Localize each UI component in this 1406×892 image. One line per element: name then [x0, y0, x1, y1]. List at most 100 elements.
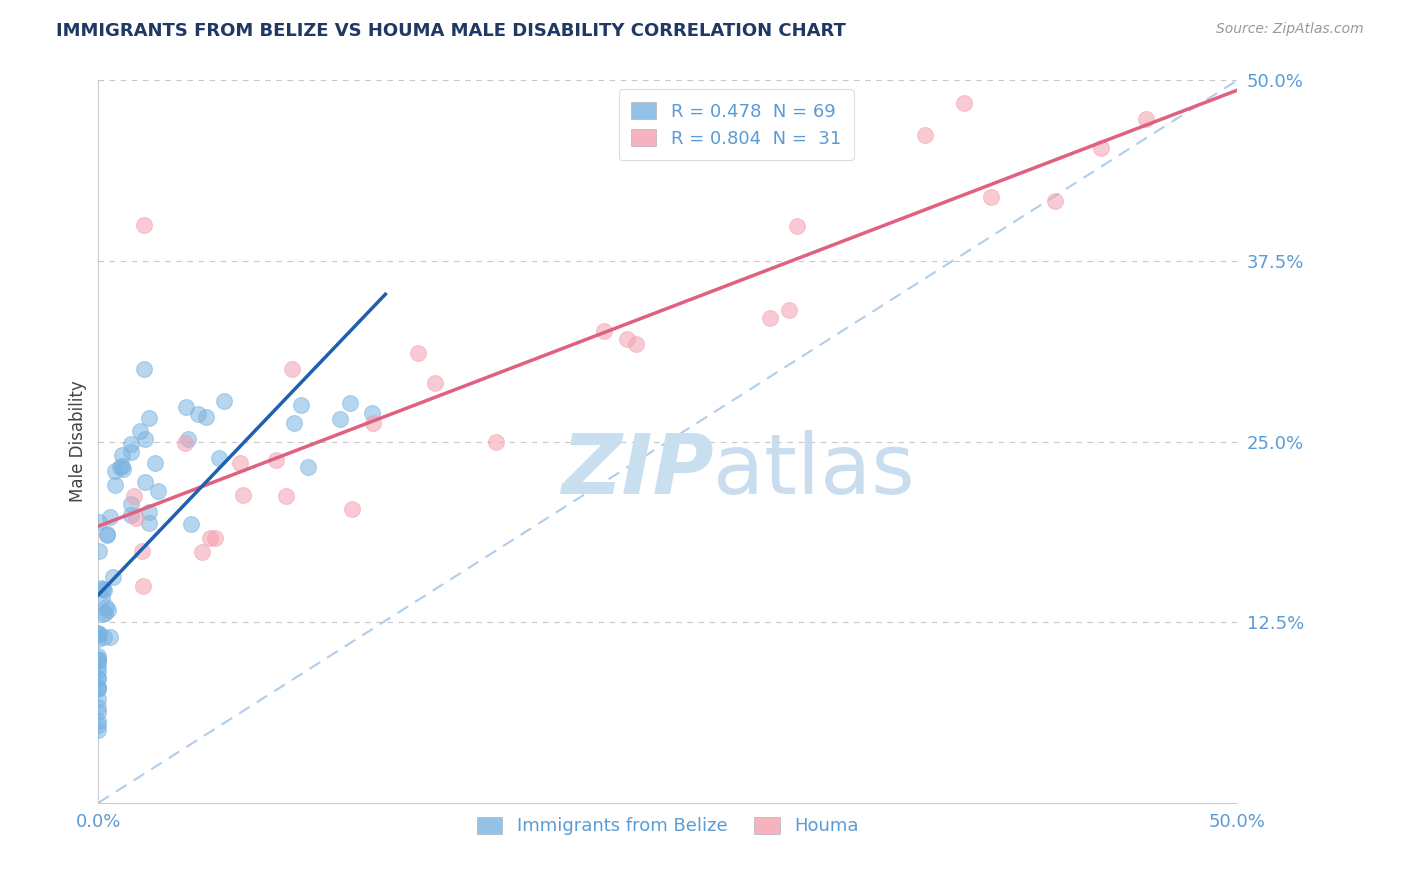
Point	[281, 362, 304, 376]
Point	[485, 434, 508, 449]
Point	[104, 464, 127, 478]
Point	[87, 648, 110, 663]
Point	[132, 362, 155, 376]
Point	[786, 219, 808, 234]
Point	[778, 303, 800, 318]
Point	[87, 692, 110, 706]
Point	[87, 632, 110, 646]
Point	[91, 607, 114, 621]
Point	[87, 626, 110, 640]
Point	[120, 437, 142, 451]
Text: IMMIGRANTS FROM BELIZE VS HOUMA MALE DISABILITY CORRELATION CHART: IMMIGRANTS FROM BELIZE VS HOUMA MALE DIS…	[56, 22, 846, 40]
Text: ZIP: ZIP	[561, 430, 713, 511]
Point	[145, 456, 167, 470]
Point	[89, 515, 111, 529]
Point	[89, 627, 111, 641]
Point	[87, 706, 110, 720]
Point	[87, 723, 110, 738]
Point	[122, 489, 145, 503]
Point	[174, 401, 197, 415]
Point	[1135, 112, 1157, 127]
Point	[980, 190, 1002, 204]
Point	[96, 528, 118, 542]
Point	[187, 407, 209, 421]
Legend: Immigrants from Belize, Houma: Immigrants from Belize, Houma	[464, 804, 872, 848]
Point	[104, 478, 127, 492]
Point	[297, 460, 319, 475]
Point	[283, 416, 305, 430]
Point	[131, 543, 153, 558]
Point	[87, 681, 110, 695]
Text: atlas: atlas	[713, 430, 915, 511]
Point	[87, 653, 110, 667]
Point	[87, 652, 110, 666]
Point	[93, 582, 115, 596]
Point	[93, 583, 115, 598]
Point	[101, 570, 124, 584]
Point	[96, 600, 118, 615]
Point	[423, 376, 446, 391]
Point	[87, 671, 110, 685]
Point	[90, 591, 112, 605]
Point	[208, 450, 231, 465]
Point	[93, 606, 115, 620]
Point	[180, 517, 202, 532]
Point	[148, 484, 170, 499]
Point	[87, 681, 110, 695]
Point	[120, 444, 142, 458]
Point	[953, 96, 976, 111]
Point	[194, 410, 217, 425]
Point	[132, 218, 155, 232]
Point	[191, 545, 214, 559]
Point	[174, 436, 197, 450]
Point	[87, 655, 110, 669]
Point	[87, 699, 110, 714]
Point	[363, 416, 385, 430]
Point	[87, 714, 110, 729]
Point	[87, 664, 110, 678]
Text: Source: ZipAtlas.com: Source: ZipAtlas.com	[1216, 22, 1364, 37]
Point	[360, 406, 382, 420]
Point	[87, 671, 110, 685]
Point	[138, 411, 160, 425]
Point	[1043, 194, 1066, 208]
Point	[134, 475, 156, 490]
Point	[89, 544, 111, 558]
Point	[177, 432, 200, 446]
Point	[100, 510, 122, 524]
Point	[120, 508, 142, 523]
Point	[198, 531, 221, 545]
Point	[128, 424, 150, 438]
Point	[329, 412, 352, 426]
Point	[87, 659, 110, 673]
Point	[759, 311, 782, 326]
Point	[93, 631, 115, 645]
Point	[120, 497, 142, 511]
Point	[96, 527, 118, 541]
Point	[90, 581, 112, 595]
Point	[1090, 141, 1112, 155]
Point	[98, 630, 121, 644]
Point	[87, 627, 110, 641]
Point	[274, 489, 297, 503]
Point	[87, 718, 110, 732]
Point	[97, 602, 120, 616]
Point	[134, 432, 156, 446]
Point	[204, 531, 226, 545]
Point	[111, 448, 134, 462]
Point	[138, 505, 160, 519]
Point	[108, 459, 131, 474]
Point	[112, 462, 135, 476]
Point	[232, 488, 254, 502]
Point	[264, 453, 287, 467]
Point	[290, 398, 312, 412]
Point	[914, 128, 936, 142]
Point	[87, 681, 110, 696]
Point	[342, 502, 364, 516]
Point	[616, 332, 638, 346]
Point	[592, 324, 614, 338]
Point	[111, 458, 134, 473]
Point	[132, 579, 155, 593]
Point	[138, 516, 160, 530]
Point	[125, 511, 148, 525]
